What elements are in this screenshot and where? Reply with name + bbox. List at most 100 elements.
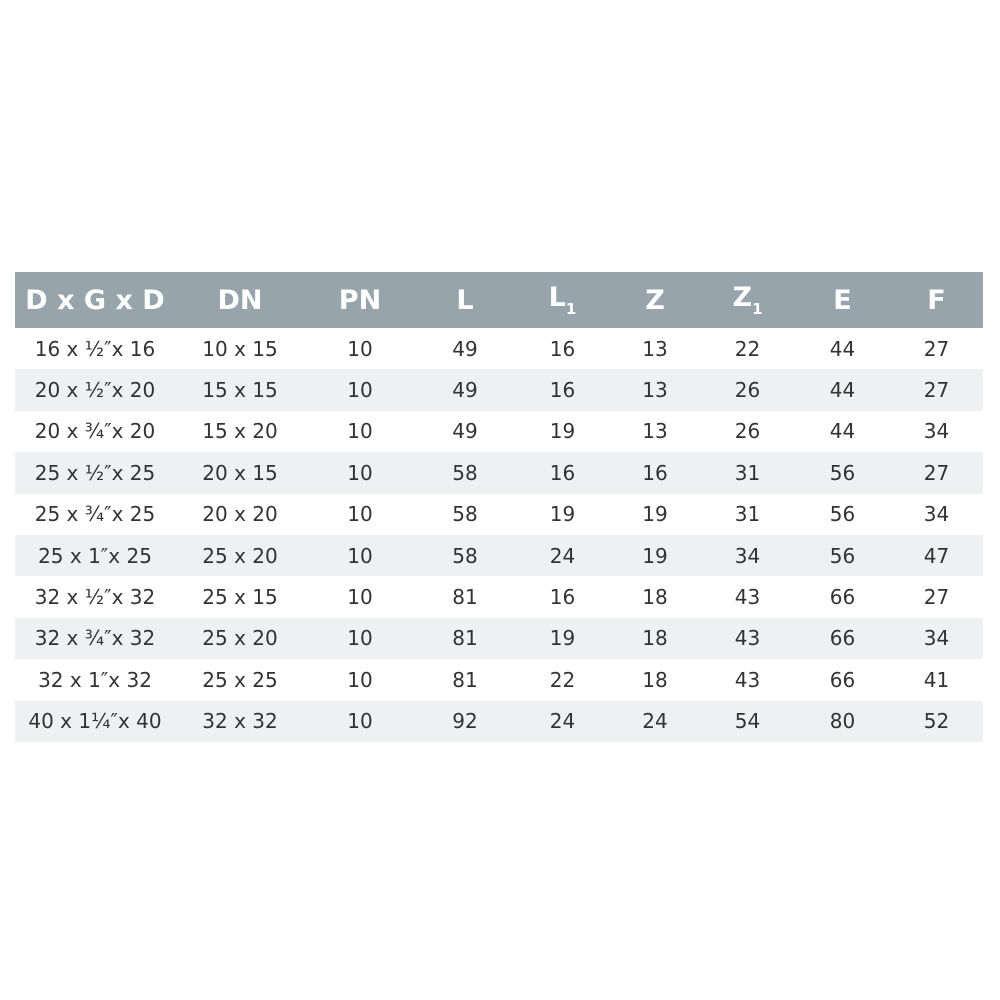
table-cell: 19 <box>642 502 668 527</box>
table-cell: 16 <box>549 336 576 361</box>
table-cell: 31 <box>700 452 795 494</box>
column-header-label: DN <box>217 284 263 316</box>
table-cell: 43 <box>734 667 761 692</box>
table-row: 25 x ¾″x 25 20 x 20 10 58 19 19 31 56 34 <box>15 494 983 535</box>
table-cell: 43 <box>734 585 761 610</box>
column-header: F <box>890 272 983 328</box>
table-row: 32 x ¾″x 32 25 x 20 10 81 19 18 43 66 34 <box>15 617 983 660</box>
table-cell: 31 <box>734 502 761 527</box>
column-header-label: PN <box>338 284 382 316</box>
table-cell: 25 x ¾″x 25 <box>34 502 156 527</box>
table-cell: 44 <box>829 419 856 444</box>
table-cell: 44 <box>795 369 890 411</box>
table-cell: 10 <box>305 369 415 411</box>
table-row: 16 x ½″x 16 10 x 15 10 49 16 13 22 44 27 <box>15 328 983 369</box>
table-cell: 22 <box>549 667 576 692</box>
table-cell: 44 <box>829 336 856 361</box>
table-cell: 66 <box>829 585 856 610</box>
table-cell: 10 x 15 <box>202 336 278 361</box>
table-cell: 16 <box>610 452 700 494</box>
table-cell: 10 <box>305 452 415 494</box>
table-cell: 25 x 20 <box>175 617 305 660</box>
table-cell: 22 <box>734 336 761 361</box>
column-header: DN <box>175 272 305 328</box>
column-header-label: Z <box>732 282 753 313</box>
column-header-label: E <box>833 284 852 316</box>
column-header-label: Z <box>645 284 665 316</box>
table-cell: 10 <box>347 667 373 692</box>
table-cell: 18 <box>610 617 700 660</box>
table-cell: 18 <box>642 667 668 692</box>
table-cell: 54 <box>700 700 795 742</box>
table-row: 32 x ½″x 32 25 x 15 10 81 16 18 43 66 27 <box>15 576 983 617</box>
column-header-label: L <box>456 284 474 316</box>
table-cell: 10 <box>347 336 373 361</box>
table-cell: 16 <box>549 585 576 610</box>
table-cell: 19 <box>515 617 610 660</box>
table-cell: 19 <box>549 419 576 444</box>
table-cell: 19 <box>610 534 700 577</box>
column-header-subscript: 1 <box>752 300 763 318</box>
table-cell: 24 <box>515 534 610 577</box>
table-cell: 25 x 20 <box>175 534 305 577</box>
table-cell: 15 x 15 <box>175 369 305 411</box>
column-header-subscript: 1 <box>565 300 577 318</box>
table-cell: 10 <box>305 617 415 660</box>
table-cell: 49 <box>452 336 478 361</box>
table-cell: 32 x ½″x 32 <box>34 585 156 610</box>
table-cell: 25 x 15 <box>202 585 278 610</box>
table-row: 32 x 1″x 32 25 x 25 10 81 22 18 43 66 41 <box>15 659 983 700</box>
table-cell: 58 <box>415 452 515 494</box>
table-cell: 81 <box>415 617 515 660</box>
table-cell: 27 <box>890 452 983 494</box>
table-cell: 81 <box>452 585 478 610</box>
table-row: 25 x ½″x 25 20 x 15 10 58 16 16 31 56 27 <box>15 452 983 494</box>
table-cell: 56 <box>829 502 856 527</box>
table-cell: 16 x ½″x 16 <box>34 336 156 361</box>
column-header-label: D x G x D <box>25 284 165 316</box>
table-row: 20 x ½″x 20 15 x 15 10 49 16 13 26 44 27 <box>15 369 983 411</box>
table-cell: 20 x 20 <box>202 502 278 527</box>
table-cell: 34 <box>923 419 950 444</box>
table-cell: 34 <box>890 617 983 660</box>
table-cell: 40 x 1¼″x 40 <box>15 700 175 742</box>
dimensions-table: D x G x D DN PN L L1 Z Z1 E F 16 x ½″x 16 10 x 15… <box>15 272 983 742</box>
table-cell: 58 <box>452 502 478 527</box>
table-cell: 41 <box>923 667 950 692</box>
column-header-label: F <box>927 284 946 316</box>
table-cell: 26 <box>700 369 795 411</box>
column-header: L1 <box>515 272 610 328</box>
table-cell: 27 <box>923 336 950 361</box>
table-cell: 80 <box>795 700 890 742</box>
table-cell: 52 <box>890 700 983 742</box>
table-cell: 19 <box>549 502 576 527</box>
table-cell: 27 <box>923 585 950 610</box>
table-cell: 56 <box>795 534 890 577</box>
table-cell: 10 <box>347 585 373 610</box>
table-cell: 49 <box>452 419 478 444</box>
table-cell: 20 x ¾″x 20 <box>34 419 156 444</box>
column-header: PN <box>305 272 415 328</box>
table-cell: 27 <box>890 369 983 411</box>
table-cell: 25 x ½″x 25 <box>15 452 175 494</box>
table-row: 40 x 1¼″x 40 32 x 32 10 92 24 24 54 80 52 <box>15 700 983 742</box>
table-header-row: D x G x D DN PN L L1 Z Z1 E F <box>15 272 983 328</box>
table-cell: 18 <box>642 585 668 610</box>
table-cell: 58 <box>415 534 515 577</box>
table-cell: 32 x 32 <box>175 700 305 742</box>
table-cell: 10 <box>305 534 415 577</box>
table-row: 25 x 1″x 25 25 x 20 10 58 24 19 34 56 47 <box>15 534 983 577</box>
table-row: 20 x ¾″x 20 15 x 20 10 49 19 13 26 44 34 <box>15 411 983 452</box>
table-cell: 24 <box>515 700 610 742</box>
table-cell: 10 <box>305 700 415 742</box>
table-cell: 13 <box>642 336 668 361</box>
table-cell: 56 <box>795 452 890 494</box>
table-cell: 32 x 1″x 32 <box>38 667 152 692</box>
table-cell: 16 <box>515 452 610 494</box>
table-cell: 34 <box>923 502 950 527</box>
table-cell: 16 <box>515 369 610 411</box>
column-header: E <box>795 272 890 328</box>
table-cell: 92 <box>415 700 515 742</box>
table-cell: 20 x 15 <box>175 452 305 494</box>
table-cell: 25 x 1″x 25 <box>15 534 175 577</box>
